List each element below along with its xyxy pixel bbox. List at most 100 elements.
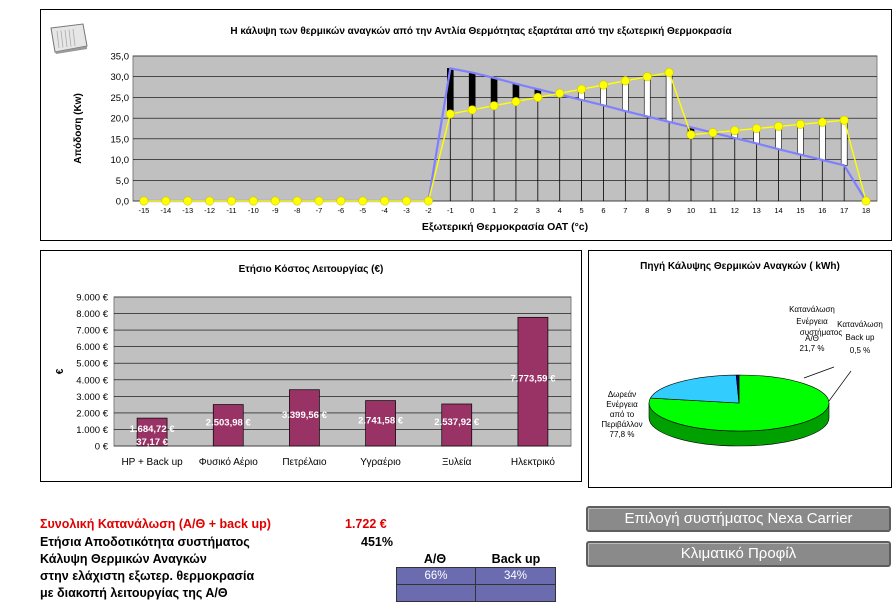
- climate-profile-button[interactable]: Κλιματικό Προφίλ: [586, 541, 891, 567]
- x-axis-title: Εξωτερική Θερμοκρασία ΟΑΤ (°c): [422, 221, 588, 233]
- hp-unit-icon: [47, 22, 89, 54]
- y-tick-label: 15,0: [111, 134, 130, 145]
- gap-bar: [818, 121, 826, 161]
- data-point: [664, 68, 674, 78]
- data-point: [467, 105, 477, 115]
- x-tick-label: 8: [645, 206, 649, 215]
- data-point: [598, 80, 608, 90]
- data-point: [620, 76, 630, 86]
- x-tick-label: -13: [182, 206, 193, 215]
- data-point: [226, 196, 236, 206]
- x-tick-label: 15: [796, 206, 804, 215]
- data-point: [752, 124, 762, 134]
- bar: [136, 417, 168, 447]
- plot-area: [132, 55, 878, 202]
- pie-label-hp: Κατανάλωση: [789, 305, 835, 314]
- pie-label-free-energy: Περιβάλλον: [601, 420, 642, 429]
- x-tick-label: -4: [381, 206, 388, 215]
- pie-label-free-energy: Δωρεάν: [608, 390, 636, 399]
- coverage-hp-header: Α/Θ: [423, 552, 447, 566]
- data-point: [555, 88, 565, 98]
- pie-leader-line: [828, 370, 852, 402]
- x-tick-label: -11: [226, 206, 236, 215]
- x-tick-label: -2: [425, 206, 432, 215]
- pie-leader-line: [803, 366, 835, 379]
- bar-data-label: 2.503,98 €: [206, 417, 252, 428]
- x-tick-label: -3: [403, 206, 410, 215]
- data-point: [270, 196, 280, 206]
- heat-coverage-chart-panel: Η κάλυψη των θερμικών αναγκών από την Αν…: [40, 9, 892, 241]
- data-point: [445, 109, 455, 119]
- x-tick-label: -5: [359, 206, 366, 215]
- chart1-title: Η κάλυψη των θερμικών αναγκών από την Αν…: [230, 26, 732, 37]
- x-tick-label: 0: [470, 206, 474, 215]
- y-tick-label: 1.000 €: [76, 425, 108, 436]
- x-tick-label: 6: [601, 206, 605, 215]
- pie-label-backup: Back up: [846, 333, 875, 342]
- x-tick-label: -7: [316, 206, 323, 215]
- data-point: [686, 130, 696, 140]
- total-consumption-value: 1.722 €: [345, 517, 387, 531]
- pie-label-free-energy: από το: [610, 410, 635, 419]
- y-tick-label: 8.000 €: [76, 309, 108, 320]
- y-tick-label: 10,0: [111, 155, 130, 166]
- x-tick-label: Υγραέριο: [360, 456, 401, 468]
- x-tick-label: -1: [447, 206, 454, 215]
- coverage-hp-empty-cell: [396, 584, 476, 602]
- x-tick-label: 1: [492, 206, 496, 215]
- data-point: [642, 72, 652, 82]
- plot-area: [113, 296, 572, 447]
- x-tick-label: -8: [294, 206, 301, 215]
- y-tick-label: 2.000 €: [76, 408, 108, 419]
- pie-label-backup: Κατανάλωση: [837, 320, 883, 329]
- bar-data-label: 2.537,92 €: [434, 417, 480, 428]
- bar: [441, 403, 473, 447]
- coverage-backup-header: Back up: [491, 552, 541, 566]
- y-tick-label: 4.000 €: [76, 375, 108, 386]
- chart1-svg: 0,05,010,015,020,025,030,035,0-15 -14 -13-…: [73, 52, 878, 233]
- x-tick-label: 11: [709, 206, 717, 215]
- y-tick-label: 25,0: [111, 93, 130, 104]
- coverage-label-line2: στην ελάχιστη εξωτερ. θερμοκρασία: [40, 569, 255, 583]
- data-point: [248, 196, 258, 206]
- bar-data-label: 37,17 €: [136, 437, 168, 448]
- data-point: [817, 117, 827, 127]
- x-tick-label: 17: [840, 206, 848, 215]
- x-tick-label: 12: [731, 206, 739, 215]
- efficiency-value: 451%: [361, 535, 393, 549]
- data-point: [183, 196, 193, 206]
- coverage-label-line3: με διακοπή λειτουργίας της Α/Θ: [40, 586, 228, 600]
- y-axis-title: Απόδοση (Kw): [73, 93, 84, 164]
- bar: [365, 400, 396, 447]
- bar-data-label: 7.773,59 €: [510, 374, 556, 385]
- y-tick-label: 5,0: [116, 176, 129, 187]
- efficiency-label: Ετήσια Αποδοτικότητα συστήματος: [40, 535, 250, 549]
- data-point: [139, 196, 149, 206]
- data-point: [336, 196, 346, 206]
- y-tick-label: 3.000 €: [76, 392, 108, 403]
- data-point: [861, 196, 871, 206]
- x-tick-label: -15: [139, 206, 150, 215]
- total-consumption-label: Συνολική Κατανάλωση (Α/Θ + back up): [40, 517, 271, 531]
- select-system-button[interactable]: Επιλογή συστήματος Nexa Carrier: [586, 506, 891, 532]
- x-tick-label: 14: [774, 206, 782, 215]
- coverage-backup-empty-cell: [475, 584, 556, 602]
- x-tick-label: Ηλεκτρικό: [511, 456, 555, 468]
- pie-label-hp: Ενέργεια: [796, 317, 828, 326]
- coverage-source-chart-panel: Πηγή Κάλυψης Θερμικών Αναγκών ( kWh) Δωρ…: [588, 250, 892, 488]
- x-tick-label: 18: [862, 206, 870, 215]
- x-tick-label: 7: [623, 206, 627, 215]
- x-tick-label: Ξυλεία: [442, 456, 472, 468]
- gap-bar: [468, 72, 476, 111]
- bar: [517, 316, 549, 447]
- coverage-hp-value: 66%: [396, 567, 476, 585]
- x-tick-label: 2: [514, 206, 518, 215]
- bar-data-label: 2.741,58 €: [358, 415, 404, 426]
- data-point: [423, 196, 433, 206]
- data-point: [314, 196, 324, 206]
- x-tick-label: 3: [536, 206, 540, 215]
- x-tick-label: -6: [338, 206, 345, 215]
- gap-bar: [622, 80, 629, 112]
- pie-label-hp: 21,7 %: [800, 344, 825, 353]
